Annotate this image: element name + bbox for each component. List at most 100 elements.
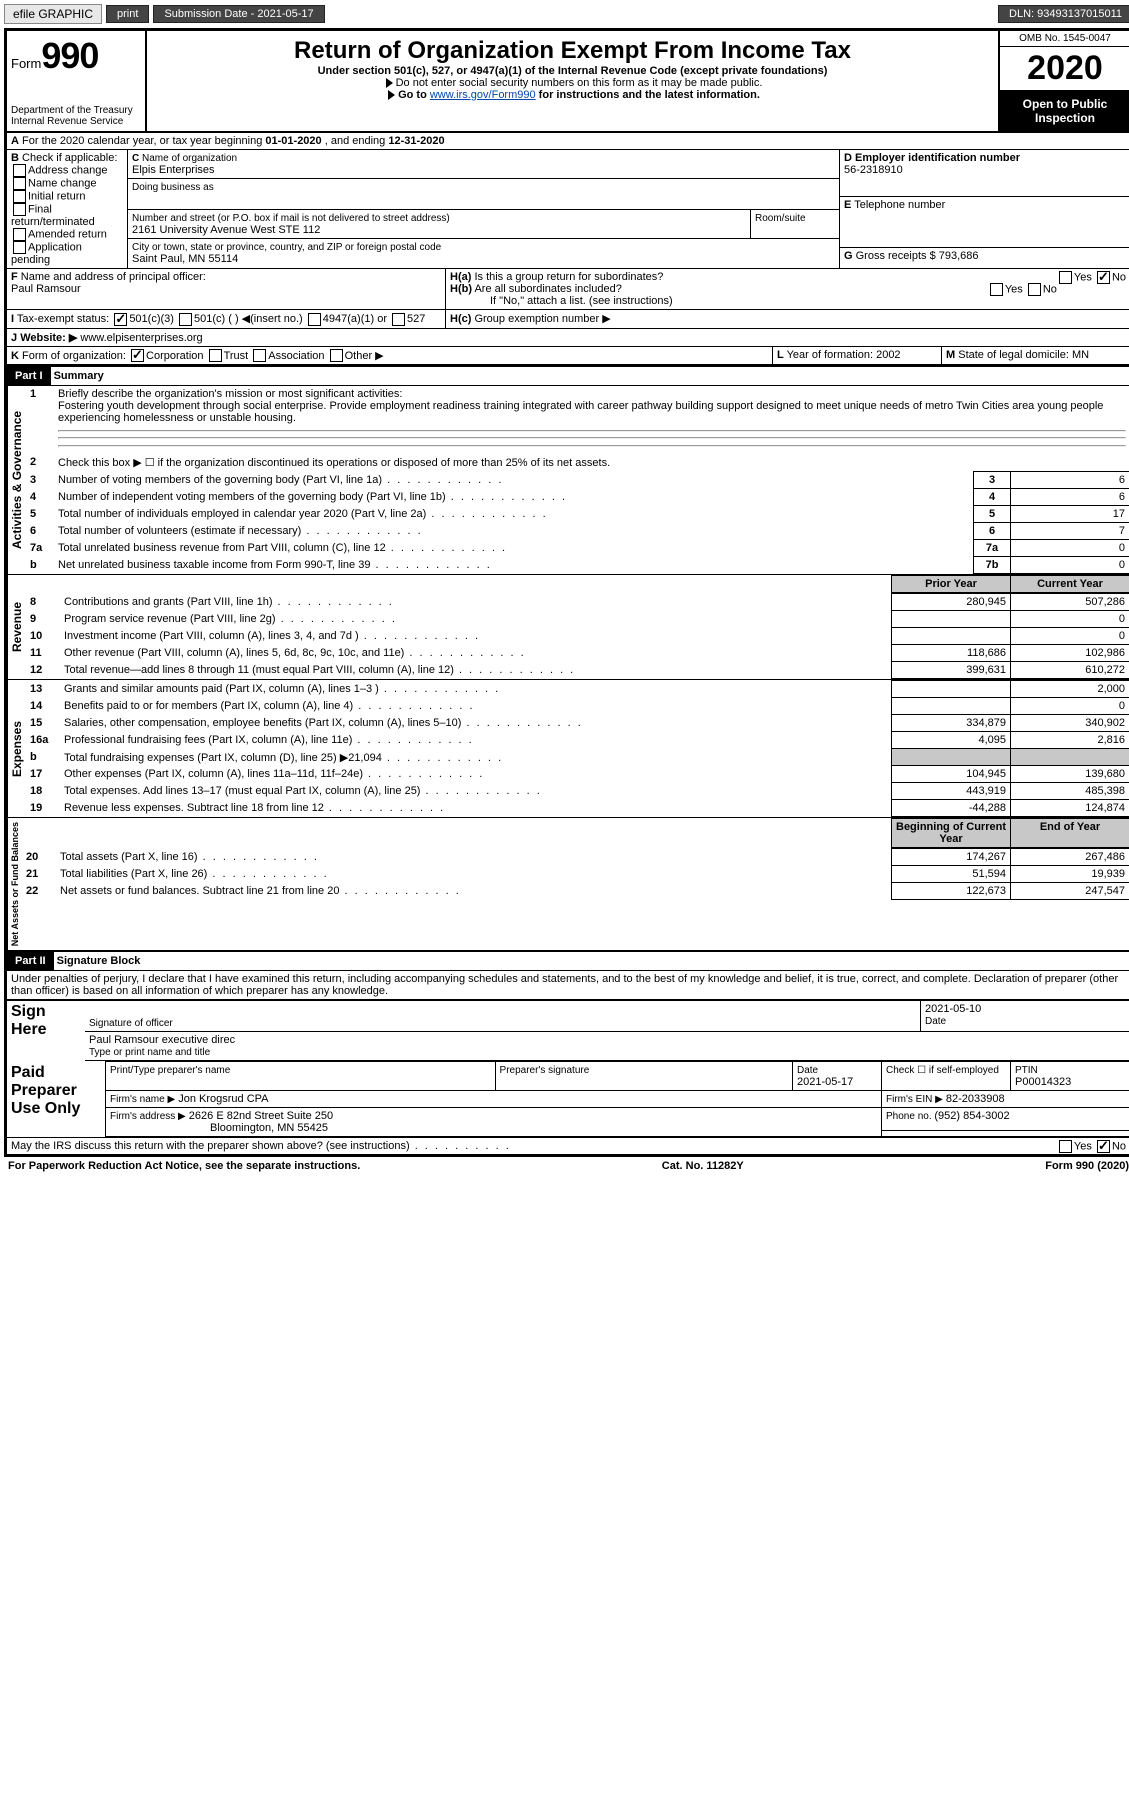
line-9-text: Program service revenue (Part VIII, line… (60, 611, 892, 628)
line-15-current: 340,902 (1011, 715, 1129, 732)
form-number: 990 (41, 35, 98, 76)
part-i-header: Part I (7, 367, 51, 385)
line-5-text: Total number of individuals employed in … (54, 506, 974, 523)
line-12-current: 610,272 (1011, 662, 1129, 679)
line-3-text: Number of voting members of the governin… (54, 472, 974, 489)
checkbox-501c[interactable] (179, 313, 192, 326)
checkbox-501c3[interactable] (114, 313, 127, 326)
self-employed-check[interactable]: Check ☐ if self-employed (886, 1065, 999, 1076)
checkbox-trust[interactable] (209, 349, 222, 362)
checkbox-final-return[interactable] (13, 203, 26, 216)
prior-year-header: Prior Year (892, 576, 1011, 593)
year-formation: 2002 (876, 349, 900, 361)
line-17-current: 139,680 (1011, 766, 1129, 783)
line-17-text: Other expenses (Part IX, column (A), lin… (60, 766, 892, 783)
checkbox-ha-no[interactable] (1097, 271, 1110, 284)
checkbox-hb-no[interactable] (1028, 283, 1041, 296)
checkbox-corp[interactable] (131, 349, 144, 362)
line-2: Check this box ▶ ☐ if the organization d… (54, 454, 1129, 471)
checkbox-discuss-yes[interactable] (1059, 1140, 1072, 1153)
form-990: Form990 Department of the Treasury Inter… (4, 28, 1129, 1157)
line-18-text: Total expenses. Add lines 13–17 (must eq… (60, 783, 892, 800)
checkbox-discuss-no[interactable] (1097, 1140, 1110, 1153)
street-address: 2161 University Avenue West STE 112 (132, 224, 320, 236)
preparer-date: 2021-05-17 (797, 1076, 853, 1088)
section-revenue: Revenue (7, 575, 26, 679)
checkbox-initial-return[interactable] (13, 190, 26, 203)
ptin-value: P00014323 (1015, 1076, 1071, 1088)
checkbox-4947[interactable] (308, 313, 321, 326)
line-8-prior: 280,945 (892, 594, 1011, 611)
line-22-text: Net assets or fund balances. Subtract li… (56, 883, 892, 900)
addr-label: Number and street (or P.O. box if mail i… (132, 213, 450, 224)
line-18-current: 485,398 (1011, 783, 1129, 800)
firm-name: Jon Krogsrud CPA (178, 1093, 268, 1105)
hc-label: Group exemption number ▶ (474, 313, 610, 325)
line-13-prior (892, 681, 1011, 698)
section-expenses: Expenses (7, 680, 26, 817)
checkbox-name-change[interactable] (13, 177, 26, 190)
firm-addr-label: Firm's address ▶ (110, 1111, 186, 1122)
checkbox-527[interactable] (392, 313, 405, 326)
checkbox-app-pending[interactable] (13, 241, 26, 254)
subtitle-1: Under section 501(c), 527, or 4947(a)(1)… (151, 65, 994, 77)
org-name: Elpis Enterprises (132, 164, 215, 176)
footer-mid: Cat. No. 11282Y (662, 1160, 744, 1172)
line-21-text: Total liabilities (Part X, line 26) . . … (56, 866, 892, 883)
line-19-prior: -44,288 (892, 800, 1011, 817)
form-title: Return of Organization Exempt From Incom… (151, 37, 994, 65)
part-ii-header: Part II (7, 952, 54, 970)
org-name-label: Name of organization (142, 153, 237, 164)
dln-badge: DLN: 93493137015011 (998, 5, 1129, 23)
line-4-value: 6 (1011, 489, 1129, 506)
line-9-prior (892, 611, 1011, 628)
officer-label: Name and address of principal officer: (21, 271, 206, 283)
line-18-prior: 443,919 (892, 783, 1011, 800)
footer-left: For Paperwork Reduction Act Notice, see … (8, 1160, 360, 1172)
line-14-prior (892, 698, 1011, 715)
mission-text: Fostering youth development through soci… (58, 400, 1103, 424)
firm-ein: 82-2033908 (946, 1093, 1005, 1105)
irs-link[interactable]: www.irs.gov/Form990 (430, 89, 536, 101)
line-13-current: 2,000 (1011, 681, 1129, 698)
checkbox-amended[interactable] (13, 228, 26, 241)
line-21-prior: 51,594 (892, 866, 1011, 883)
form-word: Form (11, 56, 41, 71)
line-15-text: Salaries, other compensation, employee b… (60, 715, 892, 732)
line-5-value: 17 (1011, 506, 1129, 523)
line-16a-current: 2,816 (1011, 732, 1129, 749)
line-b-box: 7b (974, 557, 1011, 574)
print-button[interactable]: print (106, 5, 149, 23)
line-7a-box: 7a (974, 540, 1011, 557)
checkbox-hb-yes[interactable] (990, 283, 1003, 296)
ein-value: 56-2318910 (844, 164, 903, 176)
line-21-current: 19,939 (1011, 866, 1129, 883)
line-11-prior: 118,686 (892, 645, 1011, 662)
line-16a-text: Professional fundraising fees (Part IX, … (60, 732, 892, 749)
tax-year: 2020 (1000, 46, 1129, 91)
checkbox-ha-yes[interactable] (1059, 271, 1072, 284)
checkbox-assoc[interactable] (253, 349, 266, 362)
line-16a-prior: 4,095 (892, 732, 1011, 749)
city-state-zip: Saint Paul, MN 55114 (132, 253, 238, 265)
section-net-assets: Net Assets or Fund Balances (7, 818, 22, 950)
gross-receipts: 793,686 (939, 250, 979, 262)
triangle-icon (386, 78, 393, 88)
line-4-text: Number of independent voting members of … (54, 489, 974, 506)
sig-date: 2021-05-10 (925, 1003, 981, 1015)
line-12-prior: 399,631 (892, 662, 1011, 679)
submission-date-button[interactable]: Submission Date - 2021-05-17 (153, 5, 324, 23)
line-8-text: Contributions and grants (Part VIII, lin… (60, 594, 892, 611)
preparer-sig-label: Preparer's signature (500, 1065, 590, 1076)
line-a: A For the 2020 calendar year, or tax yea… (7, 133, 1129, 150)
line-9-current: 0 (1011, 611, 1129, 628)
checkbox-other[interactable] (330, 349, 343, 362)
line-3-box: 3 (974, 472, 1011, 489)
firm-ein-label: Firm's EIN ▶ (886, 1094, 943, 1105)
efile-button[interactable]: efile GRAPHIC (4, 4, 102, 24)
line-20-current: 267,486 (1011, 849, 1129, 866)
declaration-text: Under penalties of perjury, I declare th… (7, 971, 1129, 999)
ptin-label: PTIN (1015, 1065, 1038, 1076)
gross-receipts-label: Gross receipts $ (856, 250, 939, 262)
checkbox-address-change[interactable] (13, 164, 26, 177)
